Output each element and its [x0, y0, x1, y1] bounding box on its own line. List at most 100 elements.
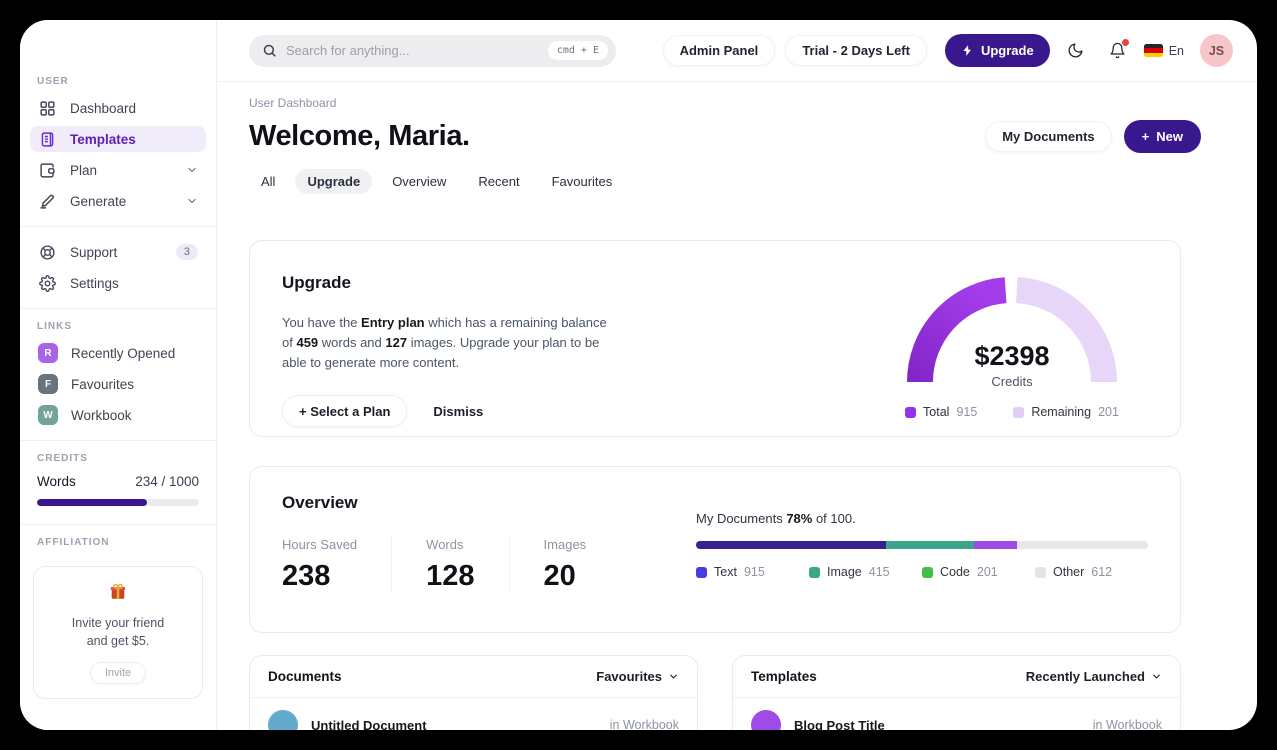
pencil-icon	[38, 192, 57, 211]
legend-image: Image 415	[809, 565, 922, 579]
language-selector[interactable]: En	[1143, 43, 1190, 58]
legend-text: Text 915	[696, 565, 809, 579]
overview-left: Overview Hours Saved 238 Words 128 Image…	[282, 493, 654, 606]
documents-progress-caption: My Documents 78% of 100.	[696, 511, 856, 526]
upgrade-card-actions: + Select a Plan Dismiss	[282, 395, 1148, 428]
tab-all[interactable]: All	[261, 174, 276, 189]
divider	[20, 308, 216, 309]
bell-icon	[1109, 42, 1126, 59]
gear-icon	[38, 274, 57, 293]
page-title: Welcome, Maria.	[249, 120, 470, 152]
user-avatar[interactable]: JS	[1200, 34, 1233, 67]
sidebar: USER Dashboard Templates Plan	[20, 20, 217, 730]
chevron-down-icon	[1151, 671, 1162, 682]
my-documents-button[interactable]: My Documents	[985, 121, 1112, 152]
topbar: cmd + E Admin Panel Trial - 2 Days Left …	[217, 20, 1257, 82]
templates-filter-dropdown[interactable]: Recently Launched	[1026, 669, 1162, 684]
documents-bar-legend: Text 915 Image 415 Code 201	[696, 565, 1148, 579]
dark-mode-toggle[interactable]	[1060, 35, 1092, 67]
template-location: in Workbook	[1092, 718, 1162, 730]
gift-icon	[109, 583, 127, 601]
credits-amount: $2398	[974, 341, 1050, 371]
page-header: Welcome, Maria. My Documents + New	[249, 120, 1201, 153]
admin-panel-button[interactable]: Admin Panel	[662, 35, 776, 66]
template-avatar	[751, 710, 781, 730]
search-bar[interactable]: cmd + E	[249, 34, 616, 67]
select-plan-button[interactable]: + Select a Plan	[282, 395, 408, 428]
bolt-icon	[961, 44, 974, 57]
sidebar-section-user: USER	[37, 76, 69, 87]
header-actions: My Documents + New	[985, 120, 1201, 153]
bar-segment-other	[1016, 541, 1148, 549]
overview-stats: Hours Saved 238 Words 128 Images 20	[282, 537, 654, 593]
tab-recent[interactable]: Recent	[478, 174, 520, 189]
sidebar-item-dashboard[interactable]: Dashboard	[30, 95, 206, 121]
germany-flag-icon	[1143, 44, 1163, 57]
upgrade-card-title: Upgrade	[282, 273, 351, 292]
link-initial-badge: W	[38, 405, 58, 425]
divider	[20, 226, 216, 227]
affiliation-card: Invite your friend and get $5. Invite	[33, 566, 203, 700]
templates-list-title: Templates	[751, 669, 817, 684]
bar-segment-image	[885, 541, 974, 549]
sidebar-link-favourites[interactable]: F Favourites	[30, 371, 206, 397]
trial-status-button[interactable]: Trial - 2 Days Left	[785, 35, 927, 66]
sidebar-item-generate[interactable]: Generate	[30, 188, 206, 214]
legend-swatch	[1013, 406, 1025, 418]
upgrade-button[interactable]: Upgrade	[944, 34, 1050, 67]
sidebar-section-credits: CREDITS	[37, 453, 88, 464]
chevron-down-icon	[668, 671, 679, 682]
sidebar-item-support[interactable]: Support 3	[30, 239, 206, 265]
app-window: USER Dashboard Templates Plan	[20, 20, 1257, 730]
chevron-down-icon	[186, 164, 198, 176]
document-avatar	[268, 710, 298, 730]
stat-hours-saved: Hours Saved 238	[282, 537, 393, 593]
divider	[20, 440, 216, 441]
credits-value: 234 / 1000	[135, 474, 199, 489]
right-pane: cmd + E Admin Panel Trial - 2 Days Left …	[217, 20, 1257, 730]
tab-overview[interactable]: Overview	[392, 174, 447, 189]
sidebar-item-plan[interactable]: Plan	[30, 157, 206, 183]
affiliation-text: Invite your friend and get $5.	[71, 616, 165, 649]
gauge-arc: $2398 Credits	[897, 267, 1127, 389]
words-progress-fill	[37, 499, 148, 506]
legend-remaining: Remaining 201	[1013, 405, 1119, 419]
search-input[interactable]	[286, 43, 539, 58]
sidebar-link-recently-opened[interactable]: R Recently Opened	[30, 340, 206, 366]
templates-list-card: Templates Recently Launched Blog Post Ti…	[732, 655, 1181, 730]
sidebar-section-links: LINKS	[37, 321, 72, 332]
main-content: User Dashboard Welcome, Maria. My Docume…	[217, 82, 1257, 730]
sidebar-item-label: Plan	[70, 162, 98, 178]
chevron-down-icon	[186, 195, 198, 207]
divider	[20, 524, 216, 525]
new-button[interactable]: + New	[1123, 120, 1201, 153]
documents-stacked-bar	[696, 541, 1148, 549]
document-list-item[interactable]: Untitled Document in Workbook	[250, 698, 697, 730]
upgrade-card-body: You have the Entry plan which has a rema…	[282, 315, 607, 371]
language-label: En	[1168, 43, 1184, 58]
search-icon	[262, 43, 277, 58]
tab-favourites[interactable]: Favourites	[551, 174, 613, 189]
plus-icon: +	[1141, 129, 1150, 144]
sidebar-item-templates[interactable]: Templates	[30, 126, 206, 152]
stat-images: Images 20	[543, 537, 587, 592]
sidebar-item-label: Templates	[70, 131, 136, 147]
templates-journal-icon	[38, 130, 57, 149]
stat-words: Words 128	[426, 537, 510, 593]
upgrade-card: Upgrade You have the Entry plan which ha…	[249, 240, 1181, 437]
sidebar-link-label: Favourites	[71, 376, 135, 392]
notifications-button[interactable]	[1102, 35, 1134, 67]
template-list-item[interactable]: Blog Post Title in Workbook	[733, 698, 1180, 730]
credits-label: Words	[37, 474, 76, 489]
tab-upgrade[interactable]: Upgrade	[295, 169, 373, 194]
legend-other: Other 612	[1035, 565, 1148, 579]
invite-button[interactable]: Invite	[89, 662, 147, 685]
credits-gauge: $2398 Credits Total 915 Remaining	[892, 267, 1132, 419]
template-title: Blog Post Title	[794, 717, 885, 731]
documents-filter-dropdown[interactable]: Favourites	[596, 669, 679, 684]
dismiss-button[interactable]: Dismiss	[433, 403, 484, 419]
gauge-center-text: $2398 Credits	[897, 341, 1127, 389]
sidebar-link-workbook[interactable]: W Workbook	[30, 402, 206, 428]
notification-dot	[1121, 38, 1129, 46]
sidebar-item-settings[interactable]: Settings	[30, 270, 206, 296]
